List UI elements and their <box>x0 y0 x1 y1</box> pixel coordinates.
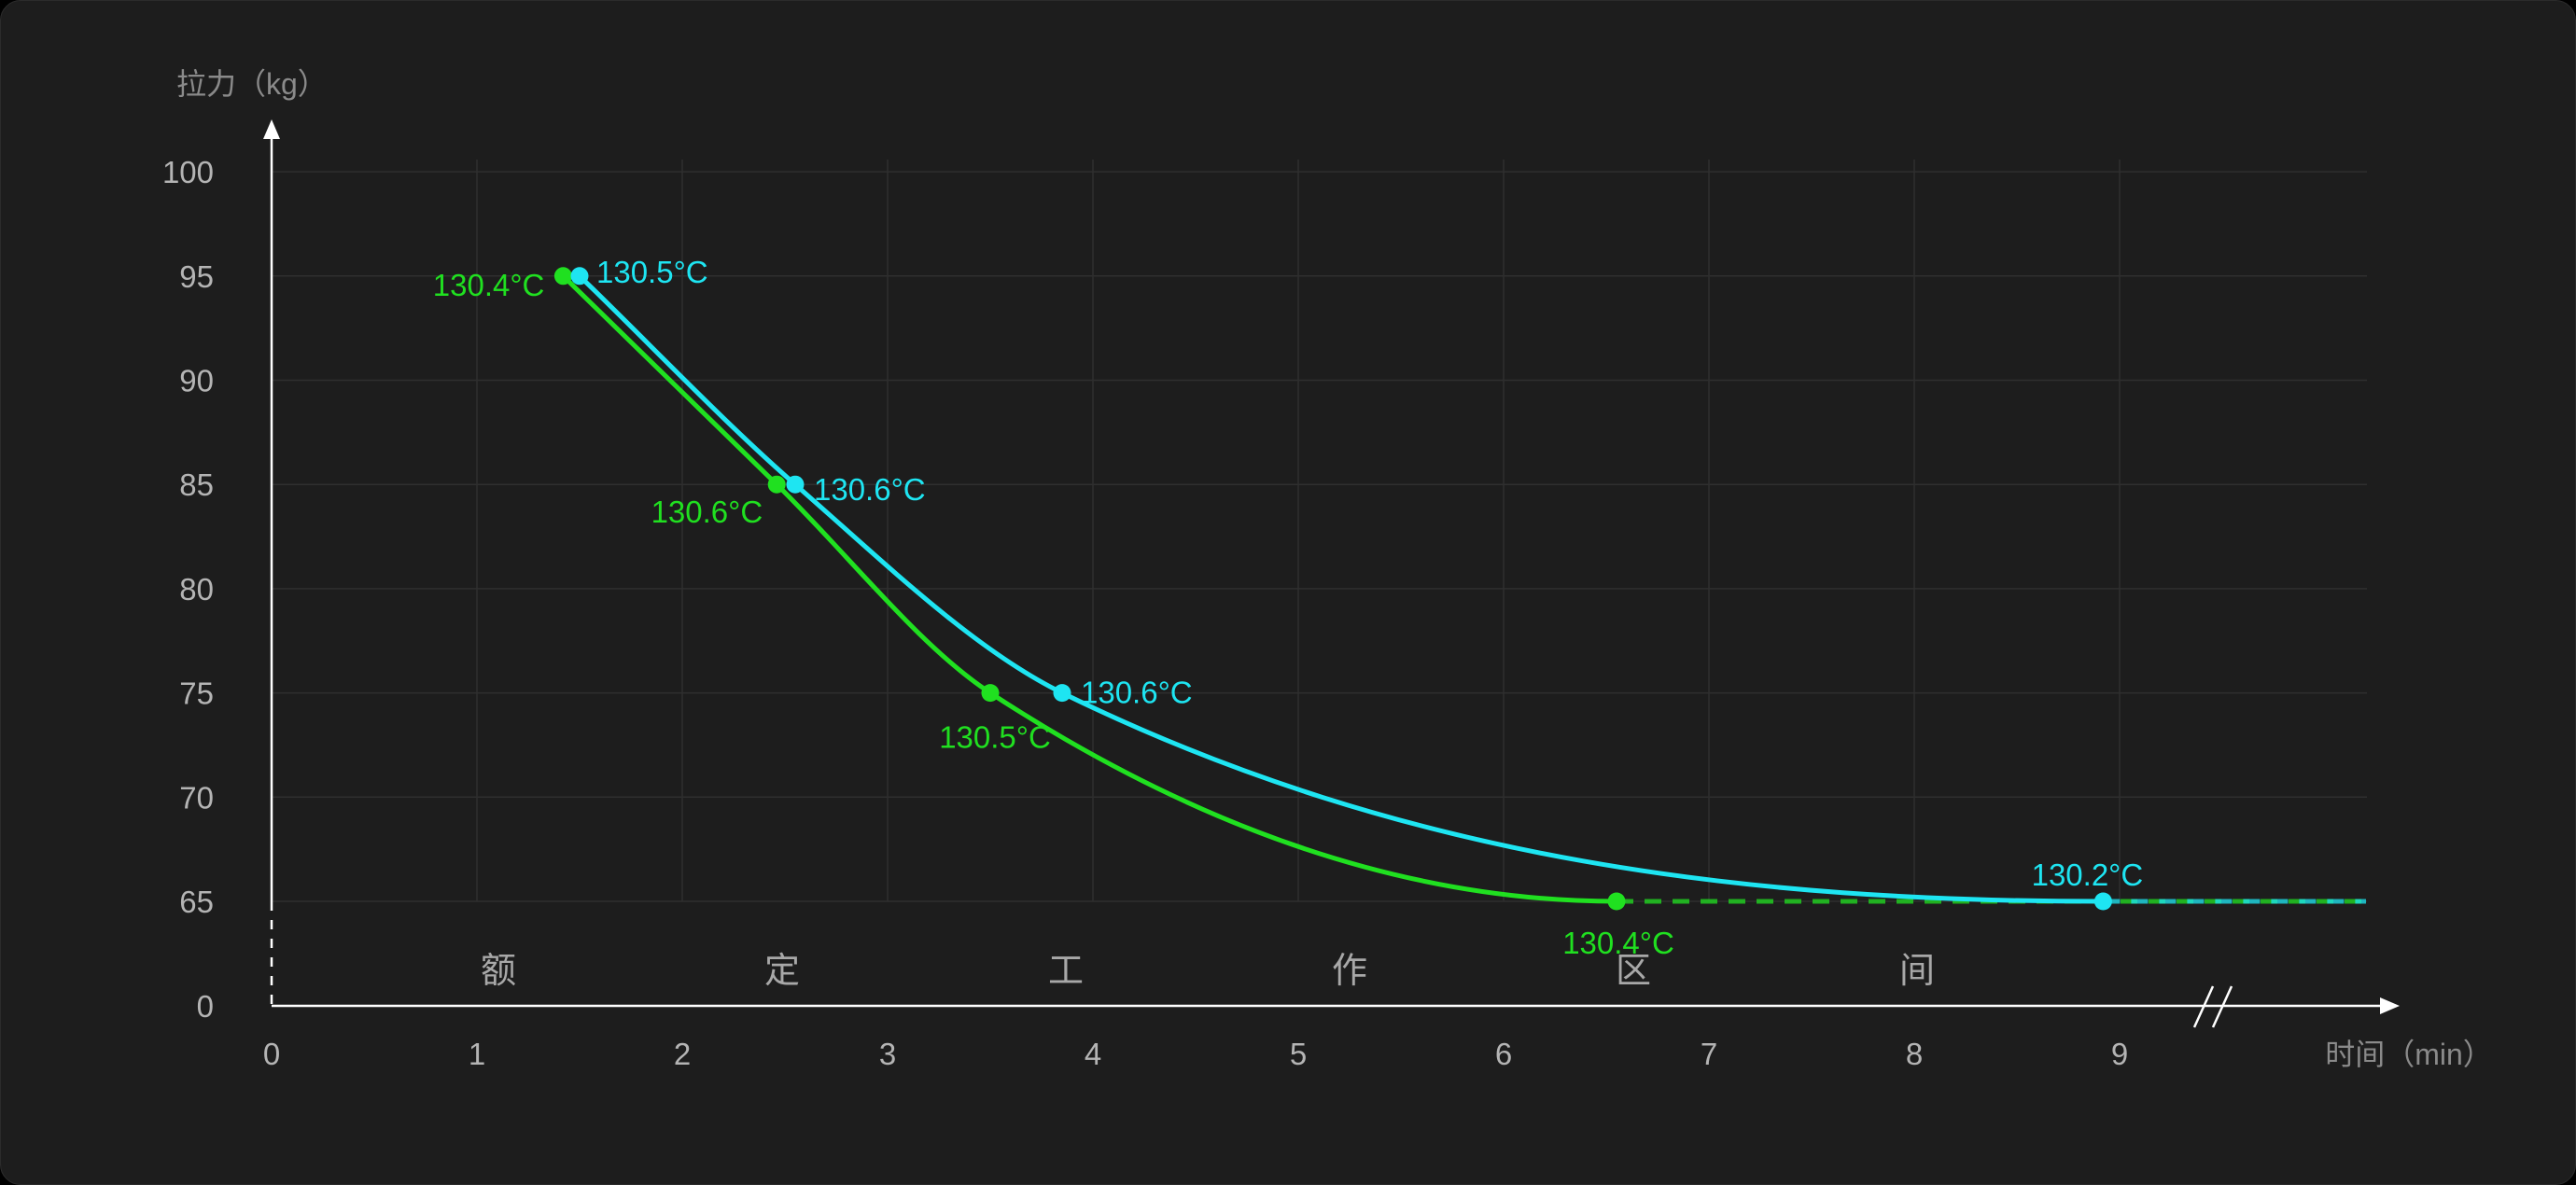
y-tick-label: 85 <box>179 467 214 502</box>
x-axis-arrow <box>2380 997 2400 1014</box>
x-tick-label: 1 <box>469 1037 485 1071</box>
data-label: 130.2°C <box>2032 857 2144 892</box>
data-label: 130.4°C <box>433 268 545 302</box>
data-label: 130.5°C <box>939 720 1051 755</box>
data-point <box>553 267 572 286</box>
x-tick-label: 7 <box>1701 1037 1717 1071</box>
y-axis-title: 拉力（kg） <box>176 67 328 101</box>
x-tick-label: 9 <box>2111 1037 2128 1071</box>
data-point <box>570 267 589 286</box>
data-point <box>1053 684 1071 703</box>
y-tick-label: 65 <box>179 885 214 919</box>
y-axis-arrow <box>263 119 280 139</box>
y-tick-label: 90 <box>179 364 214 398</box>
data-point <box>2093 892 2112 911</box>
series-2: 130.5°C 130.6°C 130.6°C 130.2°C <box>570 255 2366 911</box>
x-tick-label: 3 <box>879 1037 896 1071</box>
zone-char: 定 <box>764 952 800 991</box>
y-tick-labels: 0 65 70 75 80 85 90 95 100 <box>162 155 214 1024</box>
zone-char: 额 <box>481 952 516 991</box>
y-tick-label: 70 <box>179 780 214 815</box>
y-tick-label: 100 <box>162 155 214 189</box>
data-label: 130.6°C <box>1081 676 1193 710</box>
x-axis-title: 时间（min） <box>2325 1038 2493 1071</box>
zone-char: 作 <box>1332 952 1367 991</box>
zone-char: 区 <box>1616 952 1651 991</box>
y-tick-label: 0 <box>197 989 214 1024</box>
x-tick-label: 4 <box>1085 1037 1101 1071</box>
data-point <box>981 684 1000 703</box>
x-tick-label: 8 <box>1906 1037 1923 1071</box>
x-axis-break-mark <box>2192 985 2233 1028</box>
x-tick-label: 5 <box>1290 1037 1307 1071</box>
x-tick-label: 0 <box>263 1037 280 1071</box>
rated-working-range-label: 额定工作区间 <box>481 952 1935 991</box>
data-point <box>1607 892 1626 911</box>
x-tick-label: 6 <box>1495 1037 1512 1071</box>
data-label: 130.5°C <box>596 255 708 289</box>
series-line <box>577 273 2106 904</box>
y-tick-label: 80 <box>179 572 214 606</box>
x-tick-labels: 0 1 2 3 4 5 6 7 8 9 <box>263 1037 2128 1071</box>
grid-lines <box>272 160 2367 902</box>
y-tick-label: 95 <box>179 259 214 294</box>
zone-char: 工 <box>1048 952 1084 991</box>
data-point <box>786 475 805 494</box>
x-tick-label: 2 <box>674 1037 691 1071</box>
data-label: 130.6°C <box>814 472 926 507</box>
data-label: 130.6°C <box>651 495 763 529</box>
data-label: 130.4°C <box>1562 926 1674 960</box>
y-tick-label: 75 <box>179 676 214 711</box>
series-1: 130.4°C 130.6°C 130.5°C 130.4°C <box>433 267 2366 960</box>
axes <box>263 119 2400 1028</box>
series-line <box>560 273 1619 904</box>
data-point <box>767 475 786 494</box>
zone-char: 间 <box>1899 952 1935 991</box>
series-layer: 130.4°C 130.6°C 130.5°C 130.4°C 130.5°C 130.6… <box>433 255 2366 960</box>
